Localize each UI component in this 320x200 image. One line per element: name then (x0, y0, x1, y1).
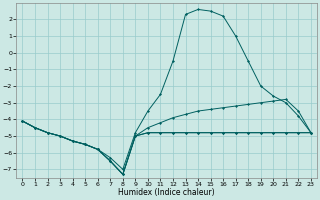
X-axis label: Humidex (Indice chaleur): Humidex (Indice chaleur) (118, 188, 215, 197)
